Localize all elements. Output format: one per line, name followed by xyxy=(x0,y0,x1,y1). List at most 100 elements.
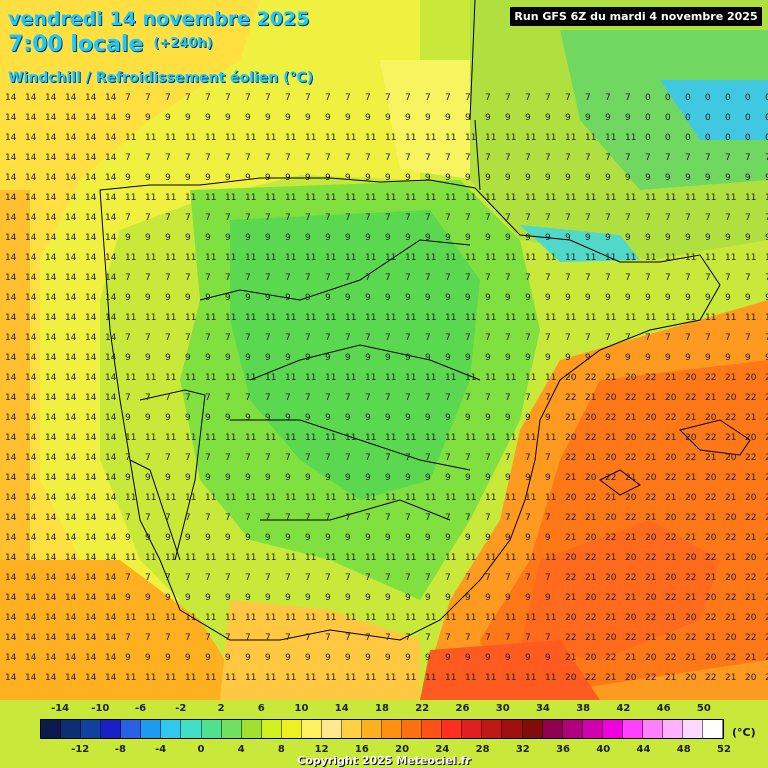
grid-value: 7 xyxy=(505,573,511,583)
grid-value: 11 xyxy=(405,373,416,383)
grid-value: 22 xyxy=(685,633,696,643)
grid-value: 14 xyxy=(65,273,77,283)
grid-value: 11 xyxy=(365,313,376,323)
grid-value: 7 xyxy=(305,453,311,463)
grid-value: 11 xyxy=(405,253,416,263)
grid-value: 9 xyxy=(445,113,451,123)
grid-value: 9 xyxy=(225,233,231,243)
grid-value: 7 xyxy=(245,93,251,103)
grid-value: 9 xyxy=(605,353,611,363)
grid-value: 9 xyxy=(385,533,391,543)
grid-value: 11 xyxy=(145,193,156,203)
grid-value: 21 xyxy=(725,673,736,683)
grid-value: 14 xyxy=(85,513,97,523)
grid-value: 20 xyxy=(565,493,577,503)
grid-value: 9 xyxy=(485,293,491,303)
grid-value: 7 xyxy=(265,633,271,643)
grid-value: 11 xyxy=(745,253,756,263)
grid-value: 14 xyxy=(65,313,77,323)
grid-value: 9 xyxy=(345,113,351,123)
grid-value: 14 xyxy=(45,213,57,223)
grid-value: 11 xyxy=(525,553,536,563)
grid-value: 11 xyxy=(225,253,236,263)
grid-value: 9 xyxy=(185,473,191,483)
grid-value: 11 xyxy=(325,673,336,683)
grid-value: 9 xyxy=(345,353,351,363)
grid-value: 20 xyxy=(745,673,757,683)
grid-value: 20 xyxy=(685,613,697,623)
grid-value: 14 xyxy=(85,193,97,203)
grid-value: 11 xyxy=(405,673,416,683)
grid-value: 11 xyxy=(185,613,196,623)
grid-value: 7 xyxy=(545,513,551,523)
grid-value: 9 xyxy=(325,593,331,603)
grid-value: 14 xyxy=(5,353,17,363)
grid-value: 7 xyxy=(165,453,171,463)
grid-value: 7 xyxy=(365,273,371,283)
grid-value: 7 xyxy=(185,333,191,343)
grid-value: 9 xyxy=(765,293,768,303)
grid-value: 9 xyxy=(265,113,271,123)
legend-label: 0 xyxy=(197,744,205,755)
grid-value: 14 xyxy=(105,93,117,103)
grid-value: 7 xyxy=(365,393,371,403)
legend-top-labels: -14 -10 -6 -2 2 6 10 14 18 22 26 30 34 38 42 46 50 xyxy=(40,703,724,717)
grid-value: 9 xyxy=(425,293,431,303)
grid-value: 9 xyxy=(685,353,691,363)
grid-value: 9 xyxy=(285,653,291,663)
grid-value: 7 xyxy=(665,213,671,223)
grid-value: 14 xyxy=(105,653,117,663)
grid-value: 9 xyxy=(325,533,331,543)
grid-value: 21 xyxy=(645,453,656,463)
legend-label: 4 xyxy=(237,744,245,755)
legend-label: 16 xyxy=(354,744,369,755)
grid-value: 7 xyxy=(565,93,571,103)
grid-value: 21 xyxy=(705,633,716,643)
grid-value: 9 xyxy=(305,593,311,603)
grid-value: 11 xyxy=(405,433,416,443)
grid-value: 9 xyxy=(305,353,311,363)
legend-label: 12 xyxy=(314,744,329,755)
grid-value: 9 xyxy=(565,173,571,183)
grid-value: 11 xyxy=(625,253,636,263)
grid-value: 20 xyxy=(705,413,717,423)
grid-value: 14 xyxy=(85,593,97,603)
grid-value: 7 xyxy=(345,573,351,583)
grid-value: 22 xyxy=(585,613,596,623)
grid-value: 11 xyxy=(425,313,436,323)
grid-value: 7 xyxy=(385,393,391,403)
grid-value: 9 xyxy=(365,293,371,303)
grid-value: 14 xyxy=(85,353,97,363)
grid-value: 22 xyxy=(745,633,756,643)
grid-value: 14 xyxy=(105,313,117,323)
grid-value: 9 xyxy=(165,593,171,603)
grid-value: 20 xyxy=(765,533,768,543)
grid-value: 9 xyxy=(125,653,131,663)
grid-value: 14 xyxy=(25,453,37,463)
grid-value: 11 xyxy=(145,493,156,503)
grid-value: 11 xyxy=(205,373,216,383)
grid-value: 22 xyxy=(625,573,636,583)
grid-value: 7 xyxy=(485,153,491,163)
grid-value: 7 xyxy=(125,393,131,403)
grid-value: 14 xyxy=(105,533,117,543)
grid-value: 7 xyxy=(285,633,291,643)
grid-value: 9 xyxy=(325,413,331,423)
grid-value: 14 xyxy=(45,593,57,603)
grid-value: 7 xyxy=(705,153,711,163)
grid-value: 7 xyxy=(245,213,251,223)
grid-value: 7 xyxy=(465,213,471,223)
grid-value: 22 xyxy=(565,633,576,643)
grid-value: 0 xyxy=(685,93,691,103)
grid-value: 14 xyxy=(105,233,117,243)
grid-value: 11 xyxy=(745,313,756,323)
grid-value: 20 xyxy=(665,633,677,643)
grid-value: 9 xyxy=(185,653,191,663)
grid-value: 21 xyxy=(765,453,768,463)
grid-value: 7 xyxy=(425,393,431,403)
grid-value: 9 xyxy=(665,233,671,243)
grid-value: 7 xyxy=(245,153,251,163)
grid-value: 0 xyxy=(745,133,751,143)
grid-value: 14 xyxy=(5,273,17,283)
grid-value: 9 xyxy=(525,233,531,243)
